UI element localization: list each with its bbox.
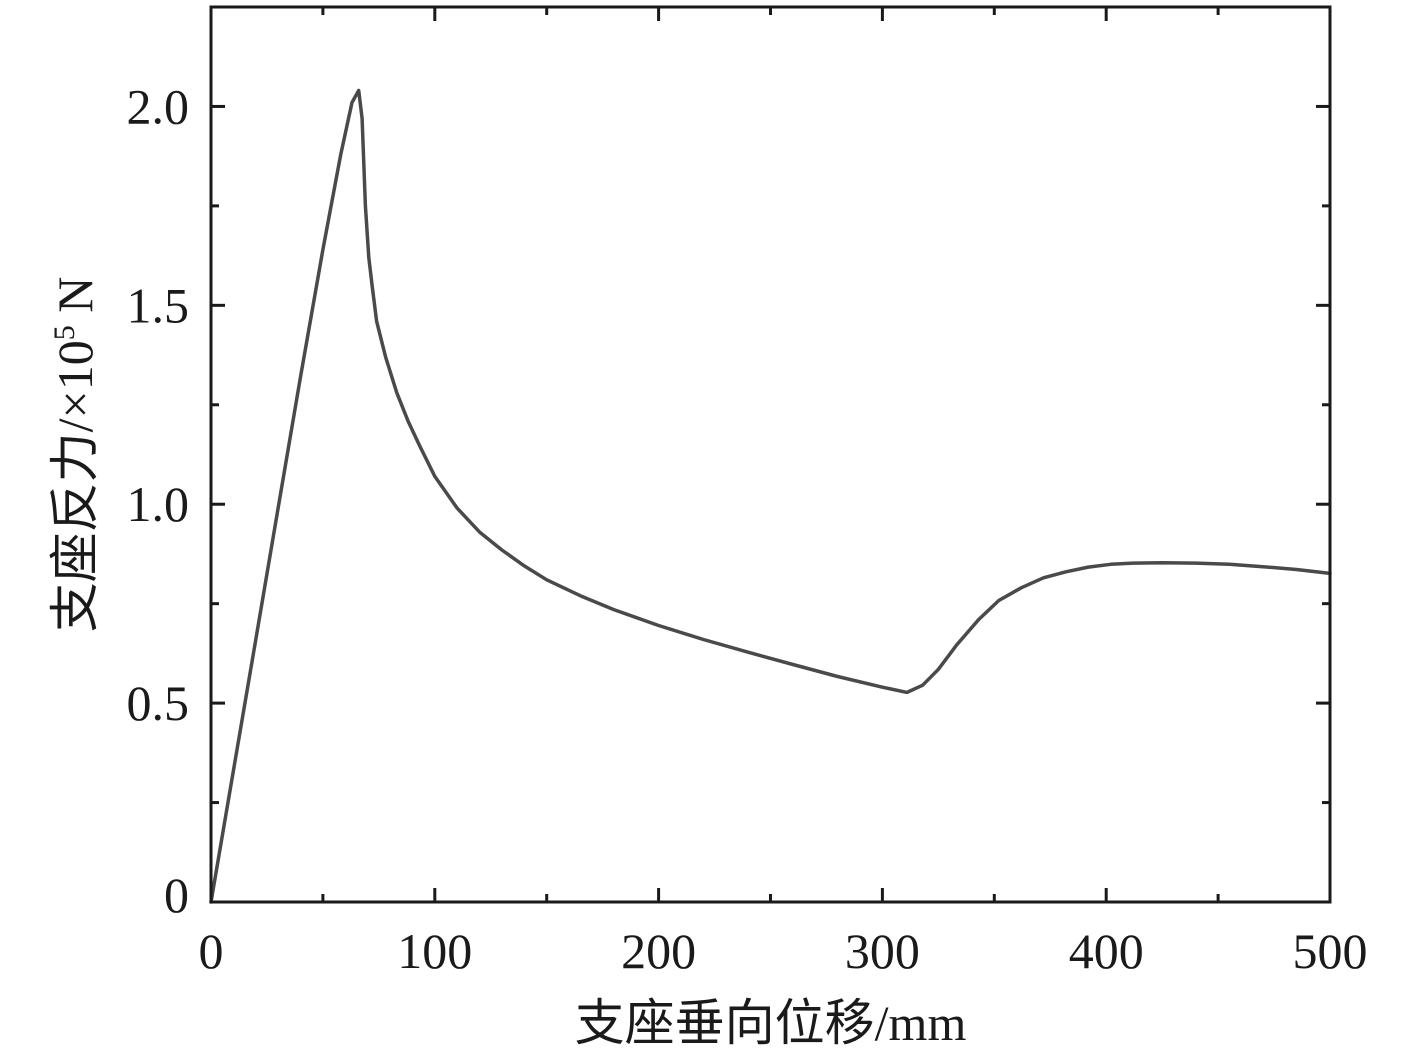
y-axis-label: 支座反力/×105 N [47, 277, 103, 633]
x-tick-label: 300 [845, 923, 920, 979]
y-axis-label-exponent: 5 [48, 325, 81, 340]
y-tick-label: 0 [164, 867, 189, 923]
x-tick-label: 500 [1293, 923, 1368, 979]
tick-marks [209, 7, 1332, 904]
y-tick-label: 2.0 [127, 78, 190, 134]
x-tick-label: 400 [1069, 923, 1144, 979]
x-axis-label: 支座垂向位移/mm [575, 995, 967, 1051]
x-tick-label: 0 [199, 923, 224, 979]
y-tick-label: 1.5 [127, 277, 190, 333]
plot-frame [209, 5, 1332, 904]
series-layer [209, 88, 1332, 904]
y-tick-label: 1.0 [127, 476, 190, 532]
y-axis-label-main: 支座反力/×10 [47, 340, 103, 632]
y-axis-label-unit: N [47, 277, 103, 326]
tick-labels: 0 100 200 300 400 500 0 0.5 1.0 1.5 2.0 [127, 78, 1368, 979]
y-tick-label: 0.5 [127, 675, 190, 731]
x-tick-label: 100 [397, 923, 472, 979]
x-tick-label: 200 [621, 923, 696, 979]
series-line [209, 88, 1332, 904]
